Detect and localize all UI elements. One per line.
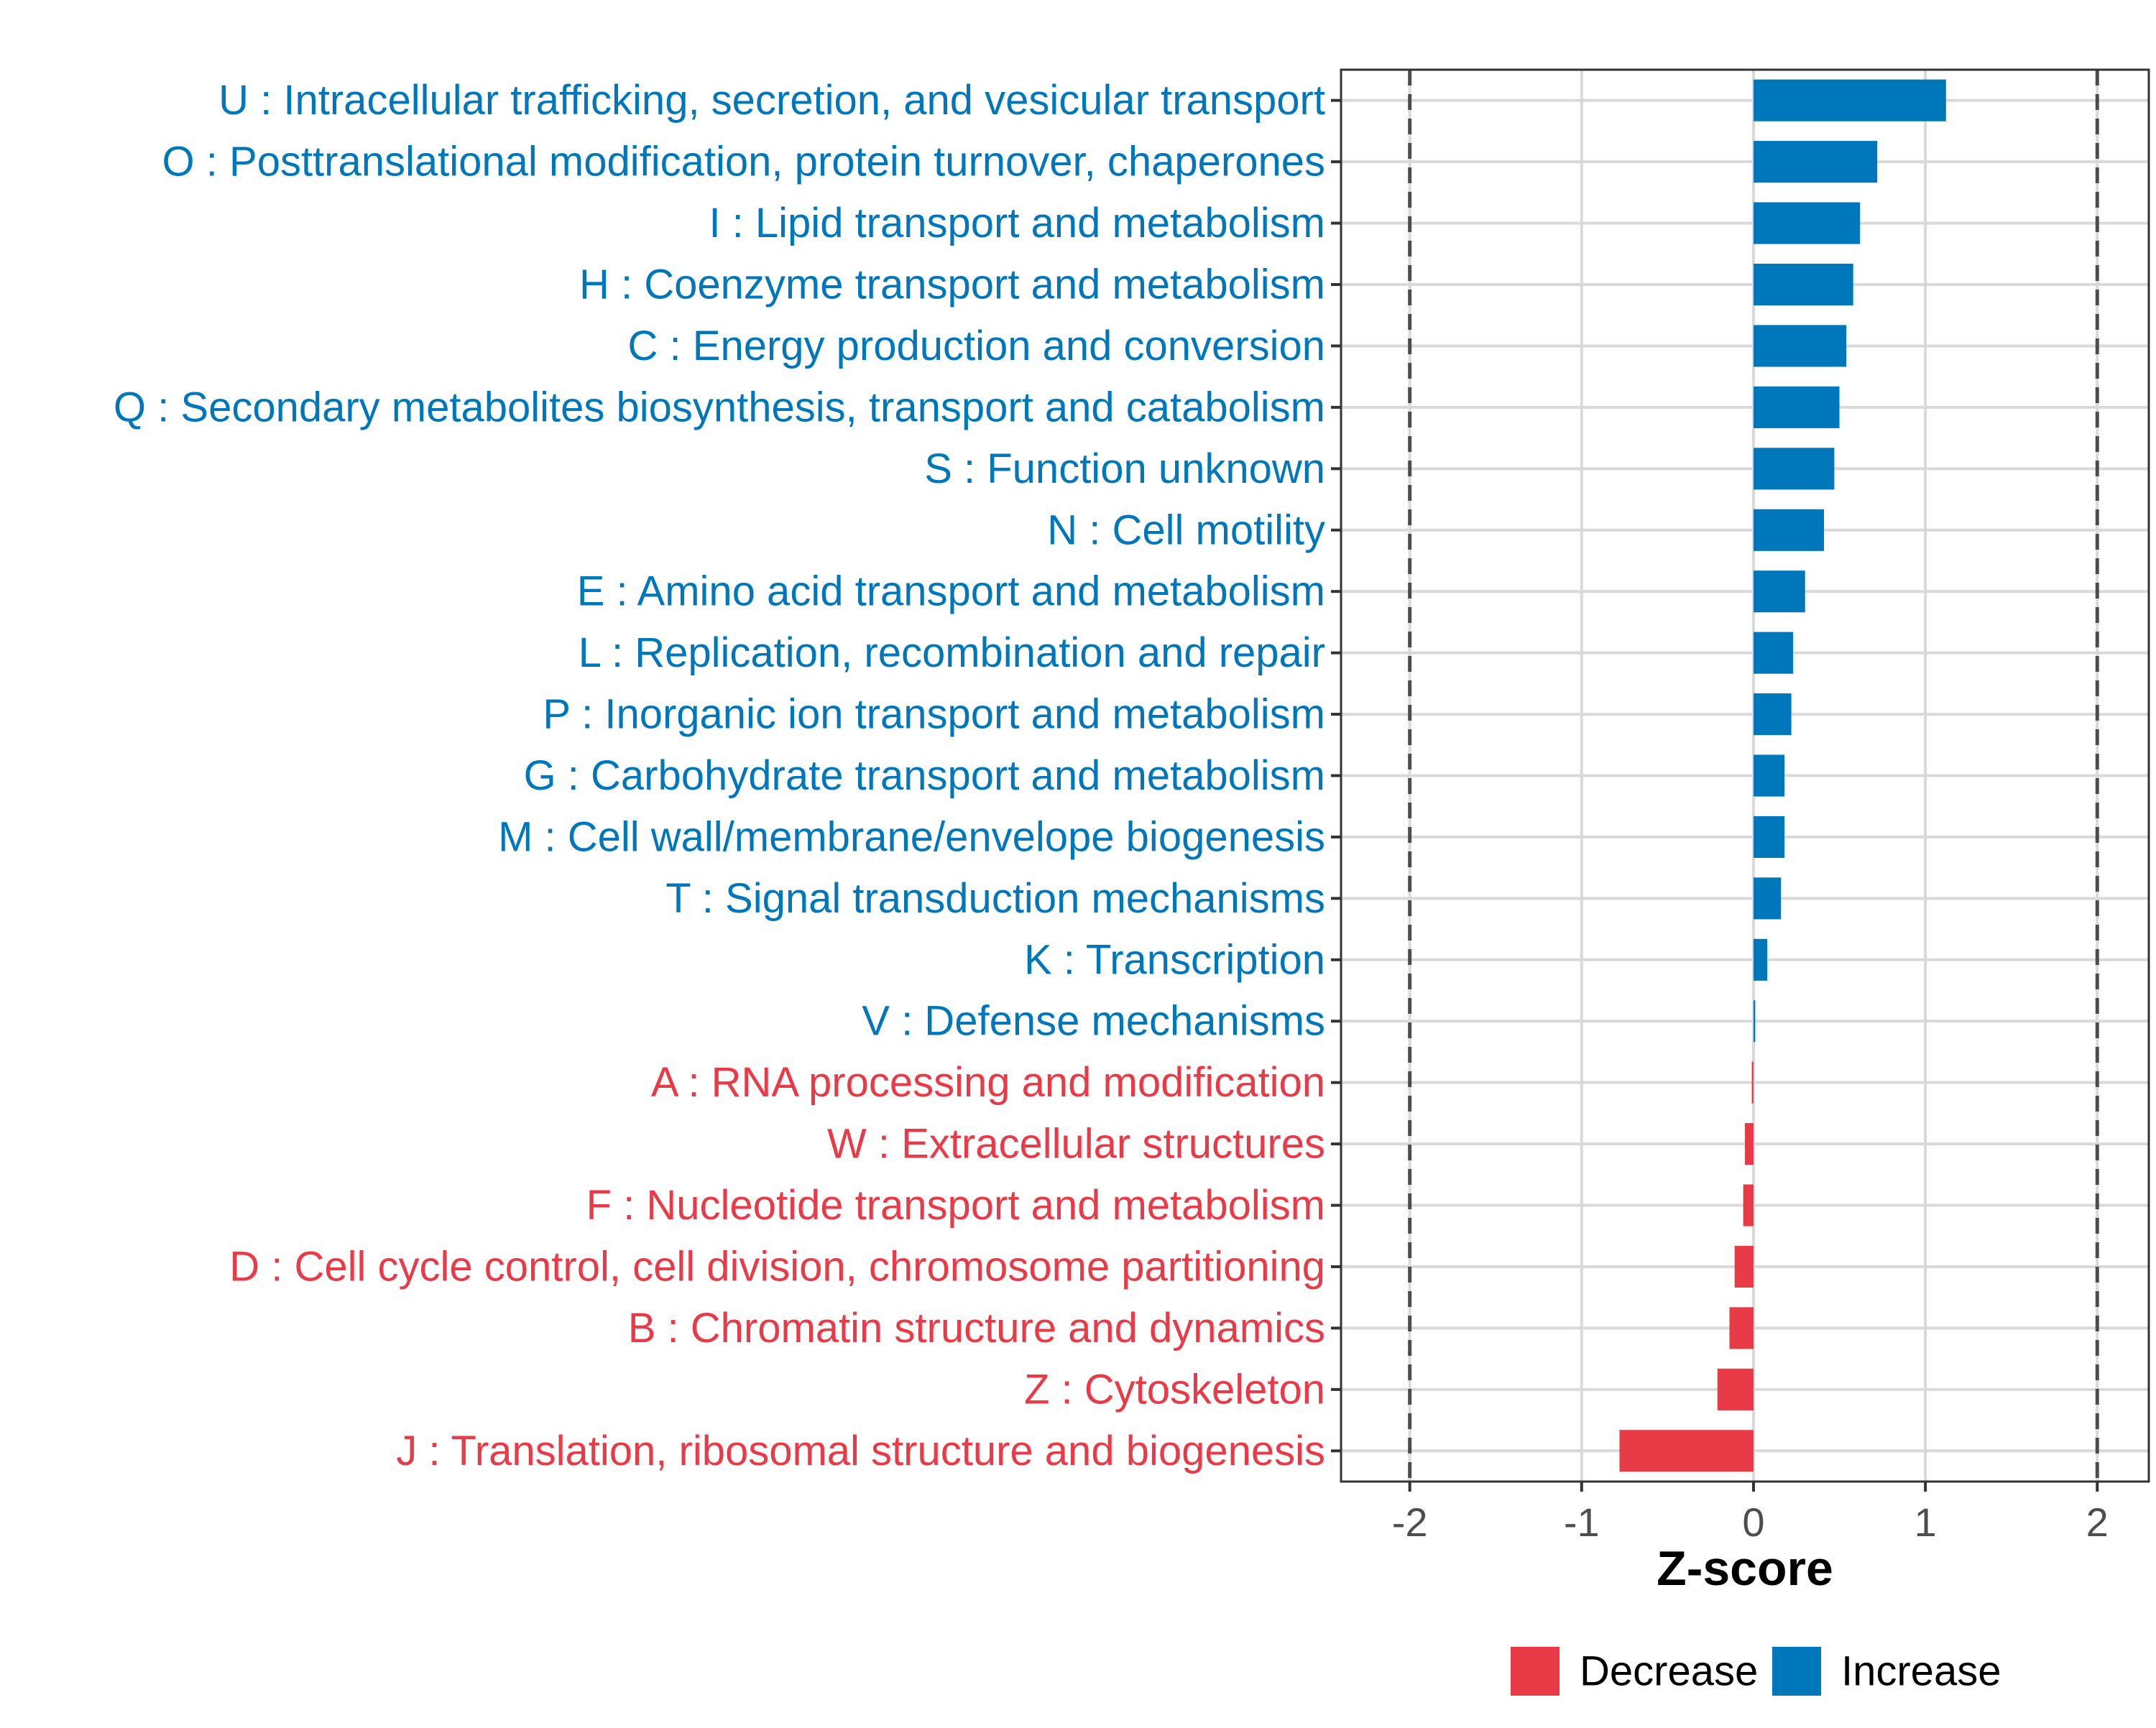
bar	[1751, 1061, 1754, 1104]
increase-legend-swatch	[1772, 1647, 1821, 1696]
category-label: K : Transcription	[1024, 936, 1325, 983]
bar	[1753, 570, 1805, 613]
bar	[1729, 1307, 1754, 1349]
legend: Decrease Increase	[1511, 1647, 2001, 1696]
bar	[1753, 938, 1768, 981]
threshold-lines	[1408, 70, 2099, 1482]
bar	[1753, 448, 1835, 490]
x-tick-label: -2	[1392, 1500, 1428, 1545]
bar	[1753, 632, 1793, 674]
category-label: V : Defense mechanisms	[862, 998, 1325, 1045]
increase-legend-label: Increase	[1841, 1648, 2001, 1695]
bar	[1753, 263, 1853, 306]
category-label: B : Chromatin structure and dynamics	[628, 1305, 1325, 1352]
bar	[1745, 1123, 1754, 1165]
category-label: M : Cell wall/membrane/envelope biogenes…	[498, 813, 1325, 860]
decrease-legend-label: Decrease	[1580, 1648, 1758, 1695]
bar	[1717, 1368, 1754, 1410]
x-tick-label: 2	[2086, 1500, 2109, 1545]
bar	[1753, 754, 1785, 797]
x-axis-title: Z-score	[1657, 1541, 1833, 1596]
bar	[1753, 141, 1878, 183]
category-label: Q : Secondary metabolites biosynthesis, …	[114, 384, 1325, 430]
bar	[1753, 202, 1861, 244]
category-label: T : Signal transduction mechanisms	[665, 875, 1325, 922]
x-tick-label: 1	[1915, 1500, 1937, 1545]
bars	[1619, 79, 1946, 1472]
category-label: C : Energy production and conversion	[628, 323, 1325, 369]
category-label: U : Intracellular trafficking, secretion…	[218, 77, 1325, 124]
x-tick-label: 0	[1742, 1500, 1764, 1545]
bar	[1734, 1245, 1754, 1288]
category-label: W : Extracellular structures	[827, 1121, 1325, 1168]
category-label: I : Lipid transport and metabolism	[709, 200, 1325, 246]
category-label: L : Replication, recombination and repai…	[579, 629, 1325, 676]
category-label: F : Nucleotide transport and metabolism	[586, 1182, 1325, 1229]
category-label: S : Function unknown	[924, 445, 1325, 492]
decrease-legend-swatch	[1511, 1647, 1560, 1696]
category-label: A : RNA processing and modification	[651, 1059, 1325, 1106]
x-tick-label: -1	[1564, 1500, 1600, 1545]
bar	[1743, 1184, 1754, 1226]
x-axis: -2 -1 0 1 2	[1392, 1482, 2109, 1545]
bar	[1753, 1000, 1756, 1043]
bar	[1753, 325, 1847, 367]
bar	[1619, 1430, 1754, 1472]
bar	[1753, 693, 1792, 736]
bar	[1753, 816, 1785, 858]
bar	[1753, 79, 1946, 121]
category-label: J : Translation, ribosomal structure and…	[396, 1428, 1325, 1474]
bar	[1753, 509, 1825, 551]
category-label: H : Coenzyme transport and metabolism	[579, 262, 1325, 308]
category-label: N : Cell motility	[1047, 507, 1325, 553]
bar	[1753, 386, 1840, 428]
y-axis: U : Intracellular trafficking, secretion…	[114, 77, 1341, 1474]
category-label: D : Cell cycle control, cell division, c…	[229, 1243, 1325, 1290]
category-label: O : Posttranslational modification, prot…	[162, 139, 1325, 185]
category-label: Z : Cytoskeleton	[1024, 1366, 1325, 1413]
category-label: P : Inorganic ion transport and metaboli…	[543, 691, 1325, 738]
category-label: G : Carbohydrate transport and metabolis…	[524, 752, 1325, 799]
bar	[1753, 877, 1782, 920]
category-label: E : Amino acid transport and metabolism	[577, 568, 1325, 615]
